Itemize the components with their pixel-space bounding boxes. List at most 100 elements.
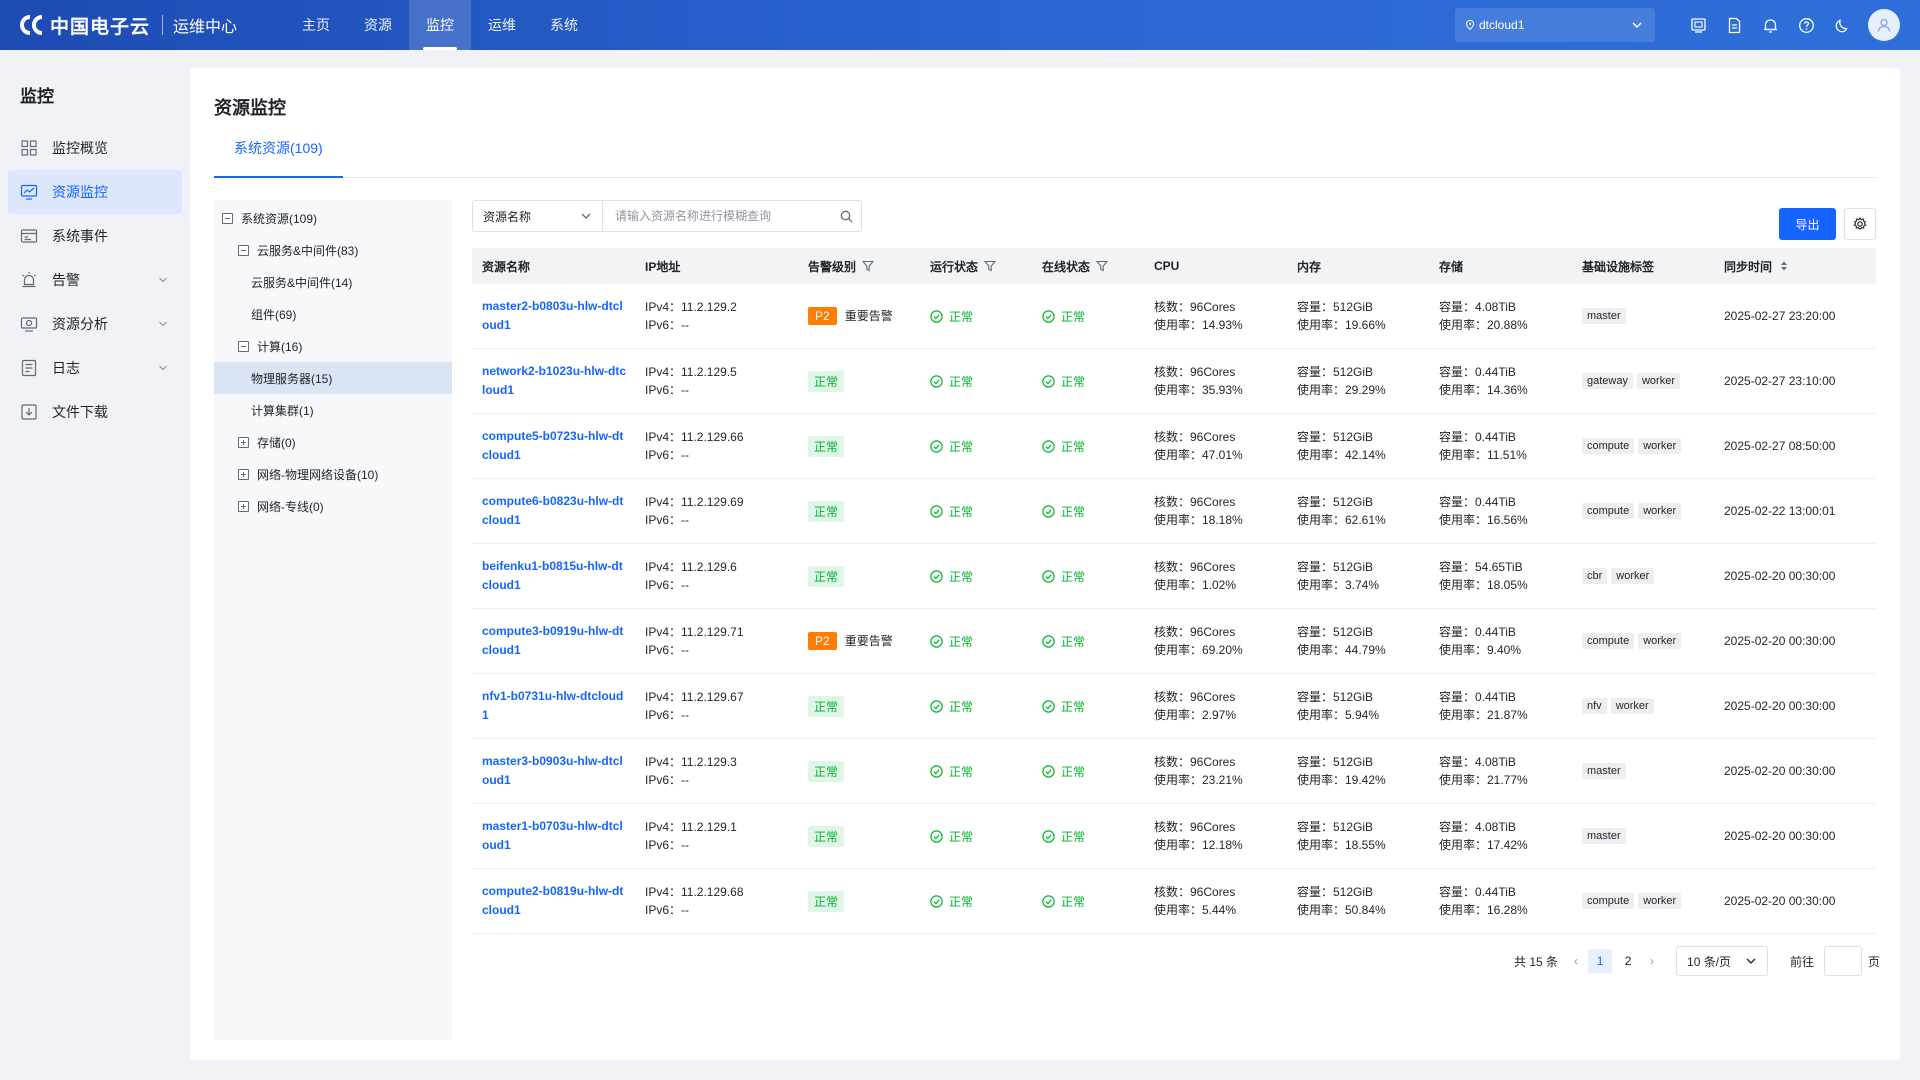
goto-page-input[interactable] — [1824, 946, 1863, 976]
help-icon[interactable] — [1788, 0, 1824, 50]
filter-icon[interactable] — [984, 260, 997, 272]
resource-name-link[interactable]: beifenku1-b0815u-hlw-dtcloud1 — [482, 559, 623, 592]
resource-name-link[interactable]: compute6-b0823u-hlw-dtcloud1 — [482, 494, 624, 527]
table-row: master3-b0903u-hlw-dtcloud1 IPv4：11.2.129… — [472, 739, 1876, 804]
sidebar-item-analysis[interactable]: 资源分析 — [8, 302, 182, 346]
cell-run-status: 正常 — [920, 698, 1032, 715]
line-1: 容量：512GiB — [1297, 300, 1374, 314]
cell-name: master3-b0903u-hlw-dtcloud1 — [472, 752, 635, 790]
tree-node[interactable]: 云服务&中间件(83) — [214, 234, 452, 266]
search-button[interactable] — [831, 201, 861, 231]
export-button[interactable]: 导出 — [1779, 208, 1836, 240]
cell-name: master1-b0703u-hlw-dtcloud1 — [472, 817, 635, 855]
status-text: 正常 — [1061, 374, 1086, 389]
screen-icon[interactable] — [1680, 0, 1716, 50]
line-2: 使用率：19.42% — [1297, 773, 1386, 787]
collapse-icon[interactable] — [238, 244, 249, 256]
search-input[interactable] — [603, 201, 831, 231]
nav-monitor[interactable]: 监控 — [409, 0, 471, 50]
line-2: 使用率：11.51% — [1439, 448, 1527, 462]
sidebar-item-downloads[interactable]: 文件下载 — [8, 390, 182, 434]
filter-icon[interactable] — [1096, 260, 1109, 272]
brand-logo[interactable]: 中国电子云 运维中心 — [18, 12, 237, 38]
cell-storage: 容量：4.08TiB 使用率：20.88% — [1429, 298, 1572, 334]
tree-node-label: 云服务&中间件(83) — [257, 243, 359, 258]
tree-node[interactable]: 网络-物理网络设备(10) — [214, 458, 452, 490]
table-row: compute6-b0823u-hlw-dtcloud1 IPv4：11.2.12… — [472, 479, 1876, 544]
line-1: 容量：54.65TiB — [1439, 560, 1523, 574]
infra-tag: compute — [1582, 503, 1635, 519]
settings-button[interactable] — [1844, 208, 1876, 240]
collapse-icon[interactable] — [238, 340, 249, 352]
expand-icon[interactable] — [238, 436, 249, 448]
page-number[interactable]: 1 — [1588, 949, 1613, 973]
resource-name-link[interactable]: network2-b1023u-hlw-dtcloud1 — [482, 364, 627, 397]
resource-name-link[interactable]: compute2-b0819u-hlw-dtcloud1 — [482, 884, 624, 917]
cell-ip: IPv4：11.2.129.5 IPv6：-- — [635, 363, 798, 399]
tree-node[interactable]: 物理服务器(15) — [214, 362, 452, 394]
filter-icon[interactable] — [862, 260, 875, 272]
col-header-storage: 存储 — [1439, 259, 1464, 274]
col-header-memory: 内存 — [1297, 259, 1322, 274]
prev-page-icon[interactable]: ‹ — [1574, 954, 1579, 968]
col-header-label: 运行状态 — [930, 259, 979, 274]
status-normal: 正常 — [1042, 568, 1144, 585]
nav-home[interactable]: 主页 — [302, 17, 330, 33]
goto-label: 前往 — [1790, 954, 1815, 969]
region-select[interactable]: dtcloud1 — [1455, 8, 1655, 42]
resource-name-link[interactable]: compute5-b0723u-hlw-dtcloud1 — [482, 429, 624, 462]
cell-alarm: P2 重要告警 — [798, 307, 920, 325]
expand-icon[interactable] — [238, 468, 249, 480]
line-1: IPv4：11.2.129.6 — [645, 560, 737, 574]
resource-name-link[interactable]: master1-b0703u-hlw-dtcloud1 — [482, 819, 623, 852]
tree-node[interactable]: 存储(0) — [214, 426, 452, 458]
expand-icon[interactable] — [238, 500, 249, 512]
resource-name-link[interactable]: nfv1-b0731u-hlw-dtcloud1 — [482, 689, 624, 722]
moon-icon[interactable] — [1824, 0, 1860, 50]
resource-name-link[interactable]: compute3-b0919u-hlw-dtcloud1 — [482, 624, 624, 657]
col-header-ip: IP地址 — [645, 259, 681, 274]
sidebar-item-overview[interactable]: 监控概览 — [8, 126, 182, 170]
col-header-online-status: 在线状态 — [1032, 258, 1144, 275]
document-icon[interactable] — [1716, 0, 1752, 50]
next-page-icon[interactable]: › — [1650, 954, 1655, 968]
tree-node[interactable]: 云服务&中间件(14) — [214, 266, 452, 298]
sidebar-item-label: 资源监控 — [52, 184, 108, 200]
check-circle-icon — [1042, 829, 1061, 843]
check-circle-icon — [1042, 439, 1061, 453]
sidebar-item-logs[interactable]: 日志 — [8, 346, 182, 390]
status-text: 正常 — [1061, 699, 1086, 714]
cell-memory: 容量：512GiB 使用率：18.55% — [1287, 818, 1429, 854]
page-number[interactable]: 2 — [1624, 954, 1632, 968]
tree-node[interactable]: 系统资源(109) — [214, 202, 452, 234]
check-circle-icon — [1042, 309, 1061, 323]
page-size-select[interactable]: 10 条/页 — [1676, 946, 1769, 976]
table-row: master1-b0703u-hlw-dtcloud1 IPv4：11.2.129… — [472, 804, 1876, 869]
nav-system[interactable]: 系统 — [550, 17, 578, 33]
tree-node[interactable]: 组件(69) — [214, 298, 452, 330]
nav-operations[interactable]: 运维 — [488, 17, 516, 33]
nav-resources[interactable]: 资源 — [364, 17, 392, 33]
line-1: 容量：0.44TiB — [1439, 885, 1516, 899]
user-avatar[interactable] — [1868, 9, 1900, 41]
tree-node[interactable]: 网络-专线(0) — [214, 490, 452, 522]
tab-system-resources[interactable]: 系统资源(109) — [214, 130, 343, 178]
resource-name-link[interactable]: master3-b0903u-hlw-dtcloud1 — [482, 754, 623, 787]
sidebar-item-system-events[interactable]: 系统事件 — [8, 214, 182, 258]
status-text: 正常 — [1061, 569, 1086, 584]
infra-tag: worker — [1611, 568, 1655, 584]
sidebar-item-resource-monitor[interactable]: 资源监控 — [8, 170, 182, 214]
cell-name: compute3-b0919u-hlw-dtcloud1 — [472, 622, 635, 660]
filter-field-select[interactable]: 资源名称 — [473, 201, 603, 231]
tree-node[interactable]: 计算(16) — [214, 330, 452, 362]
status-text: 正常 — [949, 894, 974, 909]
sidebar-item-alarms[interactable]: 告警 — [8, 258, 182, 302]
bell-icon[interactable] — [1752, 0, 1788, 50]
alarm-normal-badge: 正常 — [808, 435, 845, 457]
check-circle-icon — [930, 764, 949, 778]
sort-icon[interactable] — [1778, 260, 1790, 272]
resource-name-link[interactable]: master2-b0803u-hlw-dtcloud1 — [482, 299, 623, 332]
collapse-icon[interactable] — [222, 212, 233, 224]
status-text: 正常 — [1061, 764, 1086, 779]
tree-node[interactable]: 计算集群(1) — [214, 394, 452, 426]
